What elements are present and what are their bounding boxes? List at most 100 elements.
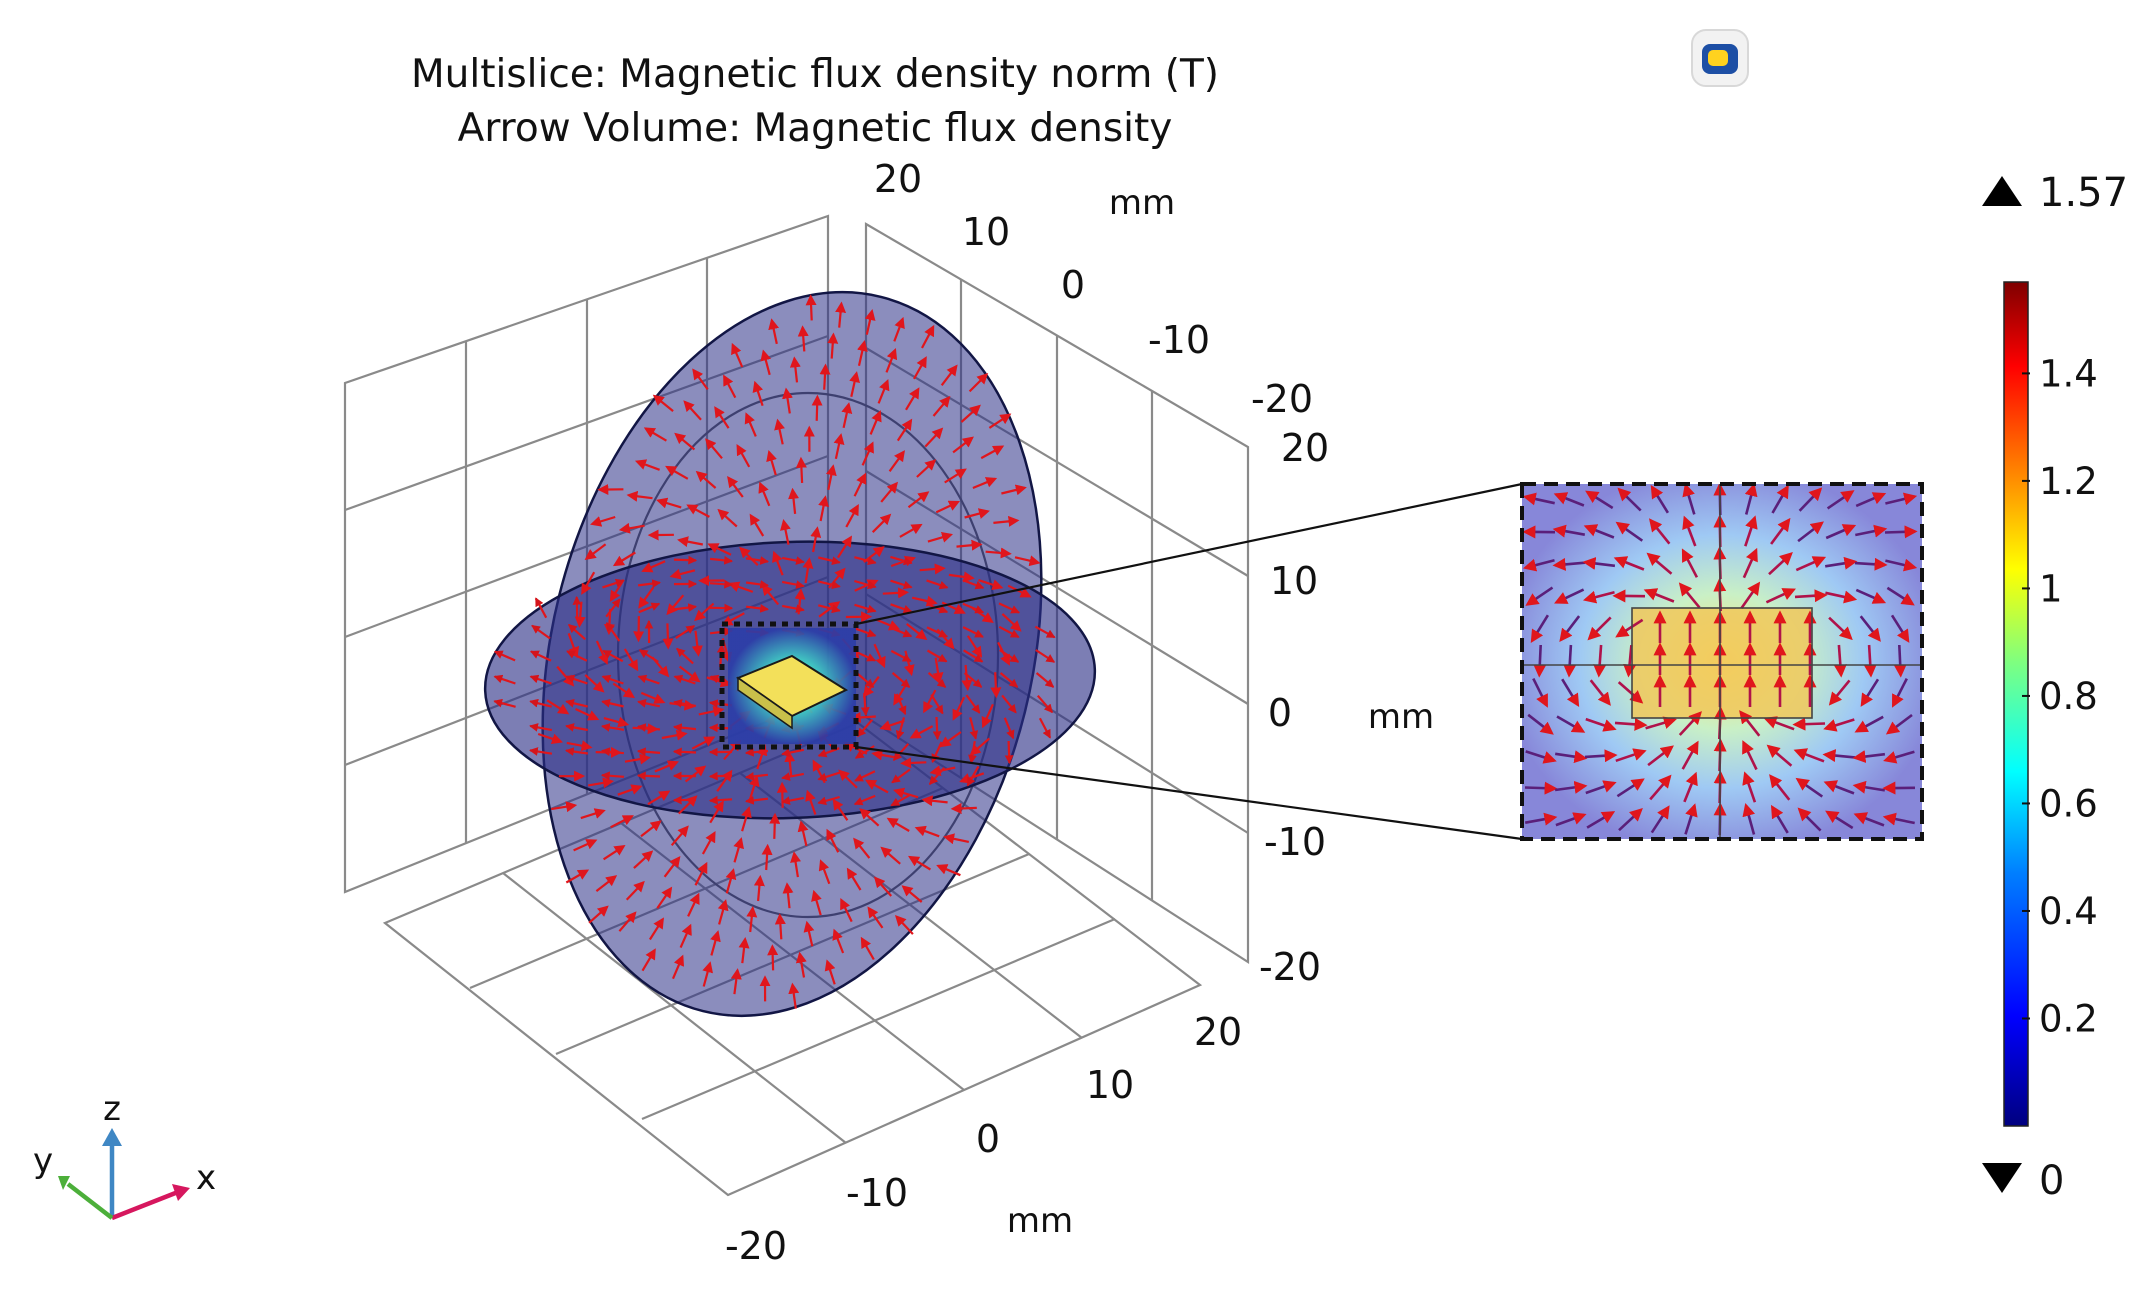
- comsol-logo-icon: [1691, 29, 1749, 87]
- flux-arrow: [926, 626, 948, 638]
- flux-arrow: [810, 526, 822, 553]
- inset-flux-arrow: [1742, 802, 1756, 835]
- inset-frame[interactable]: [1520, 482, 1924, 841]
- flux-arrow: [948, 571, 975, 583]
- flux-arrow: [916, 459, 937, 478]
- flux-arrow: [574, 601, 586, 628]
- flux-arrow: [901, 885, 923, 903]
- x-tick-label: -20: [725, 1224, 787, 1268]
- flux-arrow: [634, 459, 660, 471]
- flux-arrow: [588, 905, 609, 924]
- flux-arrow: [749, 513, 765, 537]
- flux-arrow: [817, 771, 840, 782]
- flux-arrow: [905, 387, 920, 411]
- flux-arrow: [714, 406, 730, 429]
- flux-arrow: [602, 578, 625, 589]
- inset-flux-arrow: [1647, 745, 1674, 767]
- flux-arrow: [781, 748, 805, 757]
- flux-arrow: [590, 515, 616, 527]
- y-tick-label: -20: [1251, 377, 1313, 421]
- inset-flux-arrow: [1584, 749, 1618, 763]
- flux-arrow: [731, 342, 744, 368]
- flux-arrow: [766, 449, 777, 476]
- inset-flux-arrow: [1555, 812, 1587, 827]
- flux-arrow: [999, 649, 1020, 663]
- inset-flux-arrow: [1554, 588, 1585, 604]
- flux-arrow: [854, 579, 877, 590]
- flux-arrow: [805, 789, 817, 815]
- inset-flux-arrow: [1854, 557, 1888, 571]
- flux-arrow: [727, 476, 744, 498]
- flux-arrow: [935, 500, 960, 514]
- flux-arrow: [892, 743, 910, 762]
- flux-arrow: [1014, 555, 1041, 567]
- flux-arrow: [826, 828, 840, 853]
- flux-arrow: [565, 723, 589, 732]
- colorbar-tick-label: 1: [2039, 567, 2063, 610]
- flux-arrow: [964, 508, 990, 519]
- y-tick-label: 20: [874, 157, 922, 201]
- z-tick-label: 20: [1281, 426, 1329, 470]
- flux-arrow: [963, 649, 984, 663]
- flux-arrow: [652, 394, 674, 412]
- flux-arrow: [960, 404, 981, 423]
- flux-arrow: [988, 413, 1012, 429]
- colorbar-tick-label: 1.4: [2039, 352, 2098, 395]
- flux-arrow: [705, 438, 723, 460]
- flux-arrow: [833, 433, 845, 460]
- flux-arrow: [936, 864, 961, 877]
- inset-zoom: [1522, 484, 1922, 839]
- flux-arrow: [701, 830, 716, 855]
- flux-arrow: [968, 372, 989, 393]
- inset-flux-arrow: [1585, 780, 1617, 795]
- flux-arrow: [595, 875, 618, 892]
- flux-arrow: [640, 691, 666, 704]
- flux-arrow: [891, 768, 911, 784]
- flux-arrow: [566, 650, 588, 662]
- triad-y-label: y: [33, 1141, 53, 1181]
- flux-arrow: [896, 418, 913, 442]
- flux-arrow: [962, 626, 984, 638]
- inset-flux-arrow: [1797, 521, 1824, 543]
- flux-arrow: [845, 503, 859, 528]
- flux-arrow: [921, 795, 948, 807]
- inset-flux-arrow: [1613, 556, 1645, 571]
- inset-flux-arrow: [1532, 678, 1548, 708]
- z-axis-unit: mm: [1368, 697, 1434, 737]
- inset-flux-arrow: [1552, 524, 1586, 538]
- inset-flux-arrow: [1554, 780, 1588, 794]
- flux-arrow: [961, 664, 973, 692]
- max-triangle-icon: [1982, 176, 2022, 206]
- flux-arrow: [529, 674, 552, 685]
- flux-arrow: [888, 450, 905, 472]
- flux-arrow: [738, 937, 750, 964]
- flux-arrow: [654, 760, 680, 773]
- flux-arrow: [854, 650, 876, 662]
- triad-z-label: z: [103, 1089, 121, 1129]
- flux-arrow: [913, 356, 927, 380]
- flux-arrow: [853, 794, 876, 806]
- flux-arrow: [924, 427, 944, 448]
- zoom-selection-box[interactable]: [719, 621, 859, 750]
- flux-arrow: [846, 867, 862, 891]
- flux-arrow: [854, 556, 877, 566]
- colorbar-gradient: [2003, 281, 2029, 1127]
- inset-flux-arrow: [1616, 778, 1645, 798]
- inset-flux-arrow: [1739, 710, 1761, 737]
- inset-flux-arrow: [1863, 644, 1877, 678]
- flux-arrow: [919, 563, 946, 575]
- flux-arrow: [761, 584, 780, 606]
- y-tick-label: 10: [962, 210, 1010, 254]
- flux-arrow: [1035, 672, 1055, 688]
- flux-arrow: [692, 368, 709, 391]
- flux-arrow: [717, 899, 729, 925]
- inset-flux-arrow: [1645, 716, 1677, 730]
- flux-arrow: [584, 543, 607, 561]
- inset-flux-arrow: [1583, 524, 1615, 539]
- flux-arrow: [861, 441, 874, 466]
- inset-flux-arrow: [1582, 556, 1616, 570]
- flux-arrow: [675, 624, 696, 640]
- flux-arrow: [638, 602, 661, 614]
- inset-flux-arrow: [1770, 804, 1789, 834]
